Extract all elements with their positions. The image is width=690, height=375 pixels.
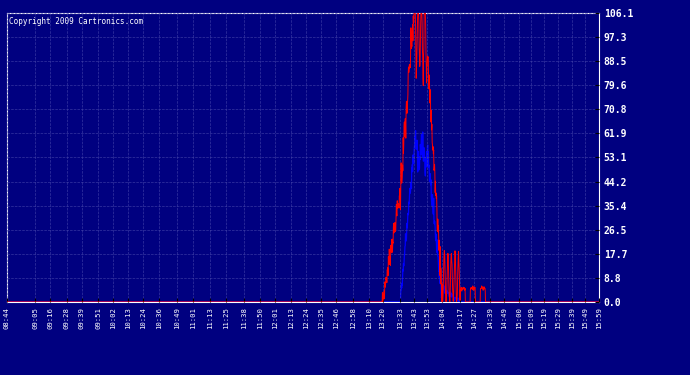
Text: Copyright 2009 Cartronics.com: Copyright 2009 Cartronics.com <box>9 18 143 27</box>
Text: Total PV Panel Power (red)/Inverter Power Output (blue) (watts) Sat Jan 10 16:04: Total PV Panel Power (red)/Inverter Powe… <box>108 13 582 26</box>
